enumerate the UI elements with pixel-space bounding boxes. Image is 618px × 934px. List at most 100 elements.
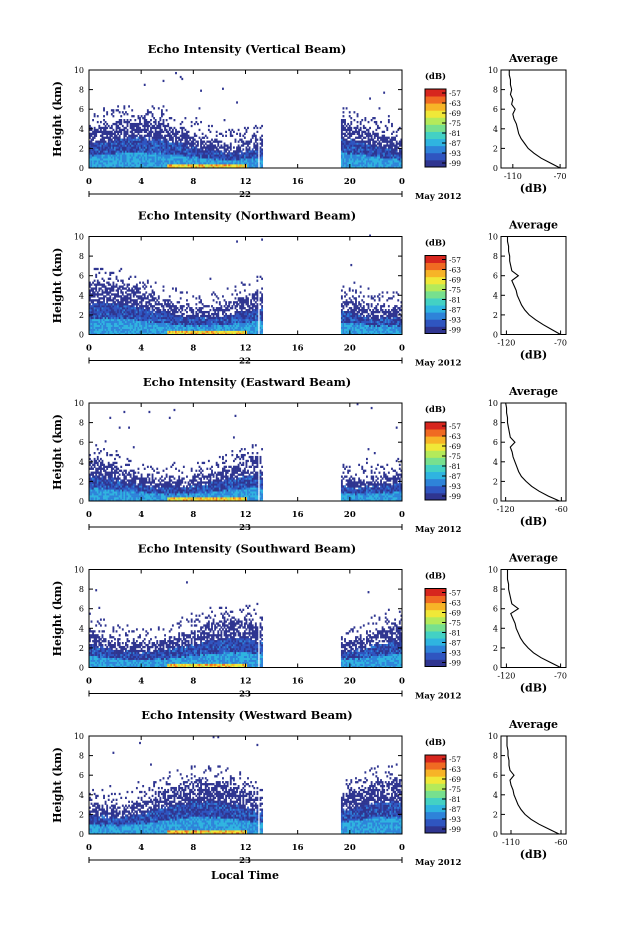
heatmap-cell xyxy=(369,97,371,99)
heatmap-cell xyxy=(343,137,345,139)
heatmap-cell xyxy=(108,282,110,284)
heatmap-cell xyxy=(391,146,393,148)
heatmap-cell xyxy=(249,146,251,148)
heatmap-cell xyxy=(230,133,232,135)
heatmap-cell xyxy=(112,282,114,284)
heatmap-cell xyxy=(119,127,121,129)
heatmap-cell xyxy=(155,119,157,121)
heatmap-cell xyxy=(379,127,381,129)
heatmap-cell xyxy=(353,139,355,141)
heatmap-cell xyxy=(170,117,172,119)
heatmap-cell xyxy=(178,137,180,139)
heatmap-cell xyxy=(396,148,398,150)
heatmap-cell xyxy=(242,141,244,143)
heatmap-cell xyxy=(361,135,363,137)
heatmap-cell xyxy=(256,144,258,146)
heatmap-cell xyxy=(355,303,357,305)
heatmap-cell xyxy=(361,313,363,315)
heatmap-cell xyxy=(256,321,258,323)
heatmap-cell xyxy=(130,295,132,297)
heatmap-cell xyxy=(188,131,190,133)
heatmap-cell xyxy=(139,282,141,284)
heatmap-cell xyxy=(109,274,111,276)
heatmap-cell xyxy=(125,291,127,293)
heatmap-cell xyxy=(136,301,138,303)
heatmap-cell xyxy=(261,152,263,154)
heatmap-cell xyxy=(261,143,263,145)
heatmap-cell xyxy=(261,315,263,317)
heatmap-cell xyxy=(191,307,193,309)
heatmap-cell xyxy=(360,286,362,288)
heatmap-cell xyxy=(220,133,222,135)
heatmap-cell xyxy=(134,137,136,139)
heatmap-cell xyxy=(200,90,202,92)
heatmap-cell xyxy=(106,123,108,125)
heatmap-cell xyxy=(194,123,196,125)
x-tick-label: 0 xyxy=(86,177,92,187)
heatmap-cell xyxy=(360,129,362,131)
heatmap-cell xyxy=(195,307,197,309)
heatmap-cell xyxy=(261,238,263,240)
heatmap-cell xyxy=(343,305,345,307)
heatmap-cell xyxy=(192,144,194,146)
heatmap-cell xyxy=(360,315,362,317)
heatmap-cell xyxy=(358,311,360,313)
heatmap-cell xyxy=(260,146,262,148)
heatmap-cell xyxy=(197,315,199,317)
heatmap-cell xyxy=(197,141,199,143)
heatmap-cell xyxy=(210,315,212,317)
heatmap-cell xyxy=(133,127,135,129)
heatmap-cell xyxy=(144,284,146,286)
heatmap-cell xyxy=(106,111,108,113)
heatmap-cell xyxy=(125,135,127,137)
heatmap-cell xyxy=(122,125,124,127)
heatmap-cell xyxy=(347,123,349,125)
heatmap-cell xyxy=(261,144,263,146)
heatmap-cell xyxy=(150,286,152,288)
heatmap-cell xyxy=(178,131,180,133)
heatmap-cell xyxy=(127,133,129,135)
heatmap-cell xyxy=(177,141,179,143)
heatmap-cell xyxy=(181,291,183,293)
heatmap-cell xyxy=(355,291,357,293)
colorbar-tick-label: -63 xyxy=(449,99,461,108)
heatmap-cell xyxy=(256,309,258,311)
heatmap-cell xyxy=(106,289,108,291)
heatmap-cell xyxy=(147,127,149,129)
heatmap-cell xyxy=(184,309,186,311)
heatmap-cell xyxy=(97,291,99,293)
heatmap-cell xyxy=(183,127,185,129)
heatmap-cell xyxy=(112,129,114,131)
heatmap-cell xyxy=(147,295,149,297)
heatmap-cell xyxy=(123,113,125,115)
heatmap-cell xyxy=(203,137,205,139)
heatmap-cell xyxy=(247,299,249,301)
heatmap-cell xyxy=(141,115,143,117)
heatmap-cell xyxy=(203,141,205,143)
heatmap-cell xyxy=(227,144,229,146)
heatmap-cell xyxy=(228,309,230,311)
heatmap-cell xyxy=(350,121,352,123)
heatmap-cell xyxy=(344,121,346,123)
heatmap-cell xyxy=(111,125,113,127)
heatmap-cell xyxy=(379,141,381,143)
heatmap-cell xyxy=(355,301,357,303)
heatmap-cell xyxy=(136,286,138,288)
heatmap-cell xyxy=(377,133,379,135)
heatmap-cell xyxy=(123,105,125,107)
heatmap-cell xyxy=(214,144,216,146)
heatmap-cell xyxy=(197,143,199,145)
heatmap-cell xyxy=(347,309,349,311)
heatmap-cell xyxy=(178,301,180,303)
heatmap-cell xyxy=(261,148,263,150)
profile-x-label: (dB) xyxy=(520,182,547,195)
heatmap-cell xyxy=(343,286,345,288)
heatmap-cell xyxy=(261,164,263,166)
heatmap-cell xyxy=(199,137,201,139)
heatmap-cell xyxy=(131,287,133,289)
heatmap-cell xyxy=(374,137,376,139)
heatmap-cell xyxy=(261,325,263,327)
heatmap-cell xyxy=(141,303,143,305)
heatmap-cell xyxy=(169,295,171,297)
heatmap-cell xyxy=(256,307,258,309)
